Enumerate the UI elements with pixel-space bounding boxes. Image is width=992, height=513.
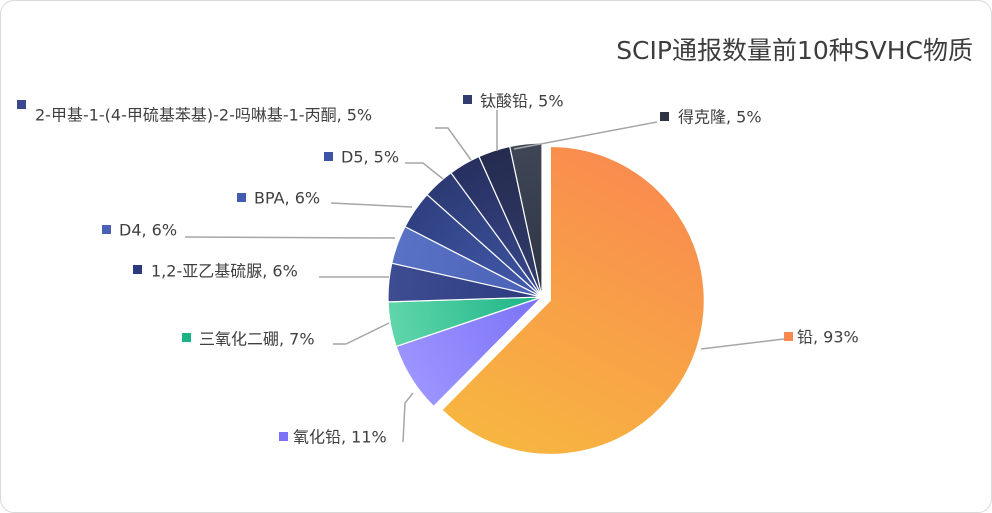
- data-label-1: 铅, 93%: [797, 328, 859, 347]
- label-swatch-7: [324, 152, 333, 161]
- leader-line-1: [700, 338, 785, 350]
- label-swatch-6: [237, 193, 246, 202]
- leader-line-7: [405, 162, 444, 180]
- leader-line-6: [330, 202, 413, 208]
- data-label-9: 钛酸铅, 5%: [480, 92, 564, 111]
- label-swatch-4: [133, 265, 142, 274]
- leader-line-3: [333, 322, 390, 345]
- chart-title: SCIP通报数量前10种SVHC物质: [616, 36, 973, 65]
- data-label-4: 1,2-亚乙基硫脲, 6%: [151, 262, 298, 281]
- leader-line-2: [402, 392, 414, 443]
- data-label-6: BPA, 6%: [254, 189, 320, 208]
- label-swatch-10: [660, 112, 669, 121]
- leader-line-5: [184, 236, 396, 239]
- data-label-2: 氧化铅, 11%: [293, 428, 387, 447]
- leader-line-10: [513, 121, 658, 150]
- label-swatch-5: [102, 225, 111, 234]
- data-label-3: 三氧化二硼, 7%: [199, 330, 315, 349]
- label-swatch-9: [463, 95, 472, 104]
- leader-line-8: [435, 127, 472, 161]
- data-label-8: 2-甲基-1-(4-甲硫基苯基)-2-吗啉基-1-丙酮, 5%: [35, 106, 372, 125]
- label-swatch-8: [17, 100, 26, 109]
- data-label-7: D5, 5%: [341, 148, 399, 167]
- label-swatch-3: [182, 333, 191, 342]
- pie-slice-1: [441, 145, 705, 455]
- data-label-10: 得克隆, 5%: [678, 108, 762, 127]
- label-swatch-2: [279, 432, 288, 441]
- data-label-5: D4, 6%: [119, 221, 177, 240]
- label-swatch-1: [784, 332, 793, 341]
